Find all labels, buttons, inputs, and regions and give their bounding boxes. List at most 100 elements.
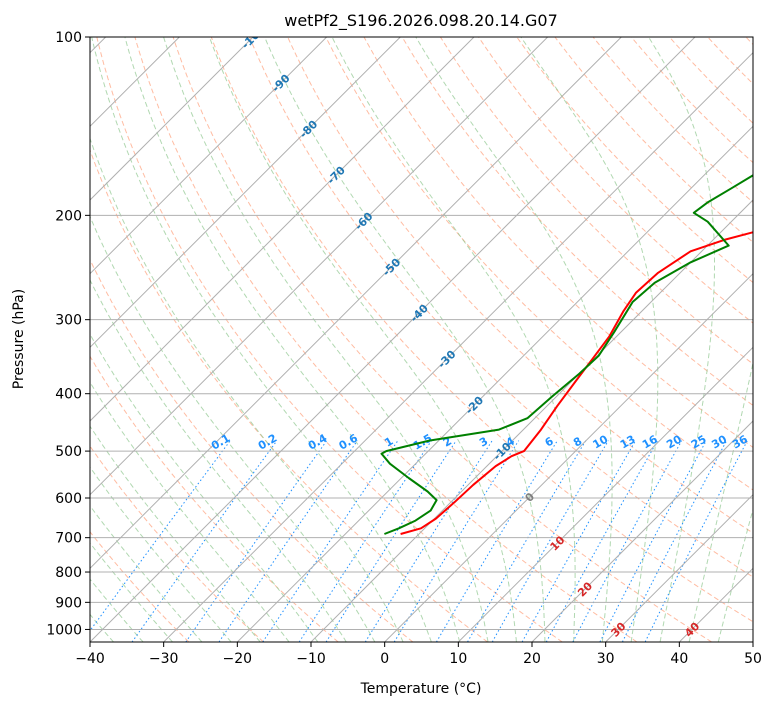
y-tick-label: 300 [55,313,82,329]
x-tick-label: 0 [380,651,389,667]
y-tick-label: 600 [55,491,82,507]
mixing-ratio-label: 1 [382,435,395,450]
dry-adiabat [707,37,753,85]
moist-adiabat [90,278,347,642]
x-tick-label: −10 [296,651,326,667]
mixing-ratio-label: 3 [477,435,490,450]
mixing-ratio-line [435,440,558,642]
mixing-ratio-line [521,440,637,642]
moist-adiabat [688,360,753,642]
dry-adiabat [90,148,488,642]
y-tick-label: 400 [55,387,82,403]
moist-adiabat [124,37,461,642]
x-tick-label: 30 [597,651,615,667]
chart-title: wetPf2_S196.2026.098.20.14.G07 [284,11,558,31]
mixing-ratio-line [131,440,278,642]
dry-adiabat [90,530,190,642]
dry-adiabat [516,37,753,284]
mixing-ratio-line [90,440,231,632]
isotherm [90,37,401,349]
dry-adiabat [669,37,753,124]
isotherm [310,199,753,642]
y-axis-label: Pressure (hPa) [11,289,27,389]
dry-adiabat [172,37,712,642]
moist-adiabat [91,37,432,642]
dry-adiabat [554,37,753,243]
moist-adiabat [90,333,319,642]
isotherm [163,51,753,642]
dry-adiabat [325,37,753,491]
mixing-ratio-line [262,440,399,642]
mixing-ratio-label: 25 [689,433,709,452]
mixing-ratio-label: 10 [591,432,611,451]
x-tick-label: 20 [523,651,541,667]
mixing-ratio-line [185,440,328,642]
moist-adiabat [648,37,715,642]
moist-adiabat [90,504,203,642]
dry-adiabat [210,37,753,623]
y-tick-label: 200 [55,208,82,224]
moist-adiabat [717,507,753,642]
mixing-ratio-line [621,440,728,642]
mixing-ratio-line [325,440,457,642]
x-tick-label: 10 [449,651,467,667]
isotherm [90,37,622,570]
moist-adiabat [163,37,489,642]
dry-adiabat [363,37,753,448]
mixing-ratio-label: 13 [618,433,638,452]
isotherm [236,125,753,642]
background-lines [90,37,753,642]
moist-adiabat [264,37,546,642]
moist-adiabat [90,466,232,642]
mixing-ratio-label: 30 [709,432,729,451]
moist-adiabat [209,37,517,642]
isotherm [90,37,328,275]
dry-adiabat [96,37,563,642]
isotherm-label: -90 [269,71,292,94]
mixing-ratio-label: 16 [640,432,660,451]
isotherm [90,37,696,642]
dry-adiabat [134,37,638,642]
mixing-ratio-label: 6 [543,434,556,449]
y-tick-label: 800 [55,565,82,581]
y-tick-label: 500 [55,444,82,460]
dry-adiabat [90,445,264,642]
x-tick-label: 40 [670,651,688,667]
mixing-ratio-line [545,440,659,642]
mixing-ratio-label: 0.1 [209,432,232,453]
mixing-ratio-line [491,440,609,642]
moist-adiabat [90,215,376,642]
x-axis-ticks: −40 −30 −20 −10 0 10 20 30 40 50 [75,642,762,667]
mixing-ratio-line [644,440,748,642]
mixing-ratio-line [298,440,432,642]
mixing-ratio-label: 20 [664,432,684,451]
isotherm [90,37,549,496]
moist-adiabat [90,425,261,642]
dry-adiabat [745,37,753,46]
dry-adiabat [90,355,339,642]
dry-adiabat [90,258,414,642]
isotherm [90,37,475,422]
mixing-ratio-line [364,440,493,642]
mixing-ratio-line [572,440,683,642]
mixing-ratio-label: 0.2 [256,432,279,453]
dewpoint-line [380,174,753,535]
x-axis-label: Temperature (°C) [360,681,482,697]
mixing-ratio-line [218,440,358,642]
dry-adiabat [287,37,753,534]
isotherm [384,272,753,642]
dry-adiabat [592,37,753,204]
x-tick-label: −30 [149,651,179,667]
x-tick-label: 50 [744,651,762,667]
mixing-ratio-line [393,440,520,642]
y-tick-label: 1000 [46,622,82,638]
dry-adiabat [401,37,753,407]
isotherm [531,420,753,642]
y-axis-ticks: 100 200 300 400 500 600 700 800 900 1000 [46,30,90,638]
isotherm [90,37,254,201]
dry-adiabat [478,37,753,324]
moist-adiabat [90,137,404,642]
mixing-ratio-line [467,440,587,642]
moist-adiabat [90,542,173,642]
